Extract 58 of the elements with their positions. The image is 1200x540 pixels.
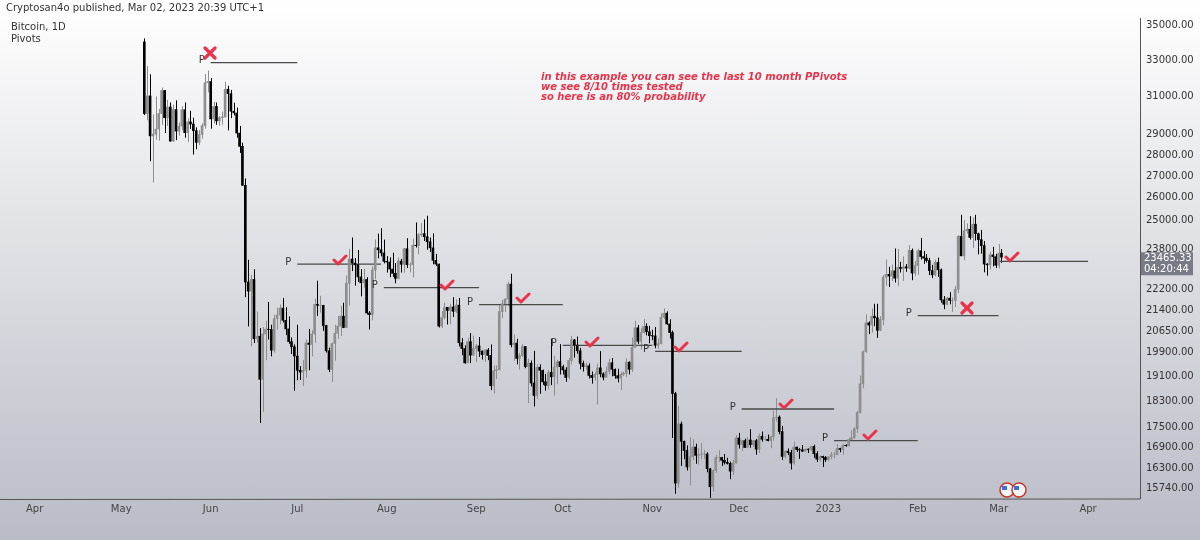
text: 04:20:44: [1144, 262, 1189, 274]
x-tick-label: Dec: [729, 502, 749, 514]
annotation: P: [285, 255, 292, 267]
text: Pivots: [11, 33, 41, 44]
y-tick-label: 20650.00: [1146, 324, 1194, 336]
y-tick-label: 31000.00: [1146, 89, 1194, 101]
annotation: P: [643, 342, 650, 354]
candlestick: [145, 65, 149, 121]
y-tick-label: 17500.00: [1146, 420, 1194, 432]
x-tick-label: Nov: [642, 502, 663, 514]
x-tick-label: Feb: [908, 502, 927, 514]
x-tick-label: Oct: [554, 502, 572, 514]
text: 23465.33: [1144, 251, 1192, 263]
candlestick: [183, 101, 187, 139]
annotation: P: [729, 400, 736, 412]
text: Cryptosan4o published, Mar 02, 2023 20:39 UTC+1: [6, 2, 265, 13]
x-tick-label: Mar: [989, 502, 1009, 514]
y-tick-label: 15740.00: [1146, 481, 1194, 493]
y-tick-label: 21400.00: [1146, 304, 1194, 316]
candlestick: [636, 324, 640, 345]
y-tick-label: 28000.00: [1146, 148, 1194, 160]
candlestick: [388, 256, 391, 278]
y-tick-label: 19900.00: [1146, 346, 1194, 358]
y-tick-label: 33000.00: [1146, 53, 1194, 65]
candlestick: [466, 337, 469, 364]
annotation: P: [905, 307, 912, 319]
y-tick-label: 25000.00: [1146, 214, 1194, 226]
y-tick-label: 29000.00: [1146, 128, 1194, 140]
y-tick-label: 23800.00: [1146, 242, 1194, 254]
x-tick-label: Apr: [1079, 502, 1098, 514]
x-tick-label: 2023: [815, 502, 842, 514]
annotation: P: [198, 54, 205, 66]
x-tick-label: Apr: [25, 502, 45, 514]
x-tick-label: Jul: [290, 502, 304, 514]
candlestick: [319, 295, 322, 314]
y-tick-label: 27000.00: [1146, 169, 1194, 181]
candlestick: [971, 217, 974, 249]
y-tick-label: 22200.00: [1146, 282, 1194, 294]
annotation: in this example you can see the last 10 month PPivots we see 8/10 times tested so here is an 80% probability: [541, 71, 848, 102]
y-tick-label: 16300.00: [1146, 461, 1194, 473]
y-tick-label: 19100.00: [1146, 369, 1194, 381]
x-tick-label: Sep: [466, 502, 486, 514]
candlestick: [339, 305, 342, 337]
x-tick-label: Jun: [201, 502, 219, 514]
candlestick: [307, 328, 311, 371]
y-tick-label: 26000.00: [1146, 191, 1194, 203]
y-tick-label: 16900.00: [1146, 440, 1194, 452]
candlestick: [688, 436, 692, 486]
y-tick-label: 35000.00: [1146, 19, 1194, 31]
chart-title: Bitcoin, 1D: [11, 21, 66, 32]
candlestick: [469, 332, 472, 364]
annotation: P: [371, 279, 378, 291]
annotation: P: [822, 432, 829, 444]
candlestick: [699, 442, 703, 460]
x-tick-label: May: [110, 502, 132, 514]
x-tick-label: Aug: [376, 502, 397, 514]
y-tick-label: 18300.00: [1146, 394, 1194, 406]
annotation: P: [467, 296, 474, 308]
